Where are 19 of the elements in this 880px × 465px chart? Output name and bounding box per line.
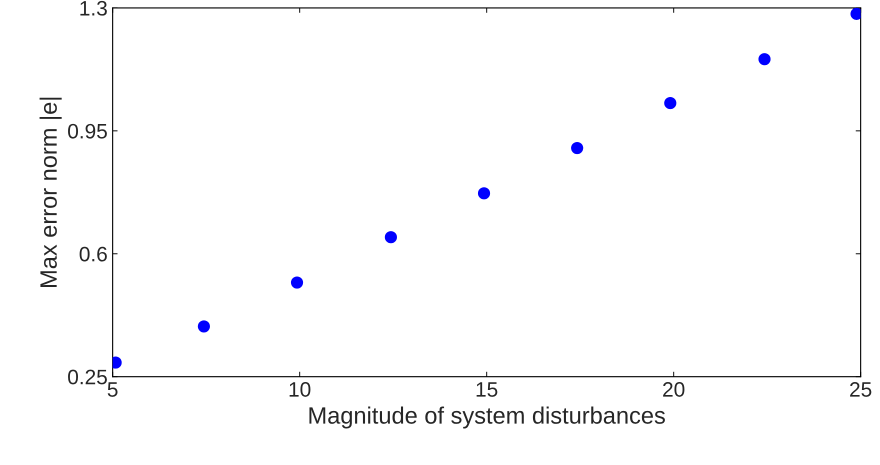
y-tick-label: 0.95 [68,124,107,139]
point [198,320,210,333]
point [478,187,490,200]
x-tick-label: 25 [850,382,872,397]
x-tick-label: 20 [663,382,684,397]
x-tick-label: 15 [476,382,498,397]
y-tick-label: 0.25 [68,370,107,384]
point [290,276,304,289]
point [758,53,771,66]
point [384,231,397,244]
y-axis-title: Max error norm |e| [40,98,62,287]
point [571,142,584,154]
y-tick-label: 1.3 [80,0,107,16]
y-tick-label: 0.6 [80,246,107,262]
x-axis-title: Magnitude of system disturbances [309,406,665,428]
x-tick-label: 5 [108,382,118,397]
point [664,97,676,110]
x-tick-label: 10 [290,382,310,397]
point [850,8,861,20]
